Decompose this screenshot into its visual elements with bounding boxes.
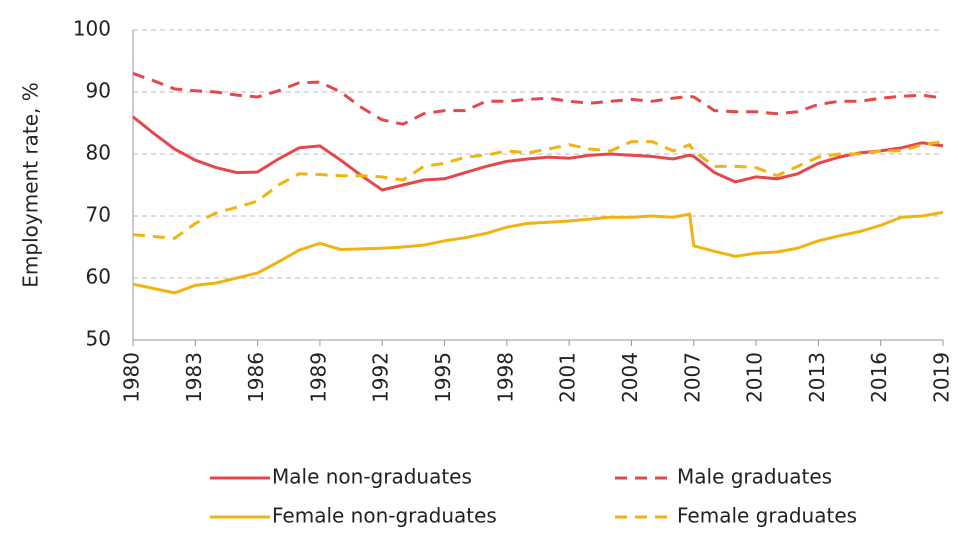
x-tick-label: 1992	[369, 352, 393, 403]
legend-label: Male non-graduates	[272, 465, 472, 489]
series-line	[132, 210, 944, 295]
x-tick-label: 1989	[306, 352, 330, 403]
x-tick-label: 2001	[556, 352, 580, 403]
x-tick-label: 2019	[930, 352, 954, 403]
legend-label: Female non-graduates	[272, 504, 497, 528]
x-tick-label: 2016	[867, 352, 891, 403]
x-tick-label: 1983	[182, 352, 206, 403]
x-tick-label: 1986	[244, 352, 268, 403]
y-tick-label: 70	[86, 203, 111, 227]
legend-label: Female graduates	[677, 504, 857, 528]
x-tick-label: 1980	[120, 352, 144, 403]
x-tick-label: 2007	[680, 352, 704, 403]
x-tick-label: 2013	[805, 352, 829, 403]
series-line	[132, 71, 944, 126]
y-tick-label: 60	[86, 265, 111, 289]
y-tick-label: 80	[86, 141, 111, 165]
legend-label: Male graduates	[677, 465, 832, 489]
y-tick-label: 100	[73, 17, 111, 41]
x-tick-label: 2004	[618, 352, 642, 403]
y-tick-label: 50	[86, 327, 111, 351]
x-tick-label: 1995	[431, 352, 455, 403]
y-axis-label: Employment rate, %	[19, 82, 43, 287]
series-line	[132, 140, 944, 240]
series-line	[132, 115, 944, 192]
y-tick-label: 90	[86, 79, 111, 103]
x-tick-label: 1998	[493, 352, 517, 403]
x-tick-label: 2010	[743, 352, 767, 403]
